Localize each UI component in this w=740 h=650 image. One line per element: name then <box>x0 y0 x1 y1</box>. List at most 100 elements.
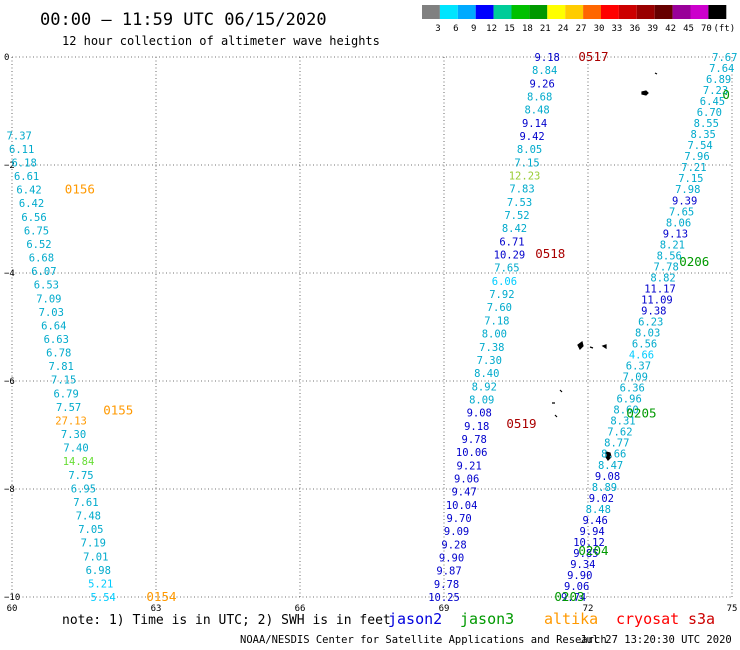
swh-value: 8.40 <box>474 368 499 380</box>
swh-value: 6.89 <box>706 74 731 86</box>
swh-value: 8.68 <box>527 92 552 104</box>
swh-value: 7.48 <box>76 511 101 523</box>
color-swatch <box>583 5 601 19</box>
color-scale-label: 21 <box>540 24 551 34</box>
swh-value: 6.52 <box>26 239 51 251</box>
swh-value: 9.14 <box>522 118 547 130</box>
swh-value: 5.54 <box>91 592 116 604</box>
color-scale-label: 30 <box>594 24 605 34</box>
swh-value: 6.98 <box>86 565 111 577</box>
color-scale-label: (ft) <box>713 24 735 34</box>
swh-value: 6.96 <box>616 394 641 406</box>
swh-value: 27.13 <box>55 415 87 427</box>
swh-value: 8.09 <box>469 394 494 406</box>
swh-value: 7.40 <box>63 443 88 455</box>
swh-value: 8.48 <box>586 504 611 516</box>
swh-value: 7.83 <box>509 184 534 196</box>
swh-value: 6.42 <box>19 198 44 210</box>
x-tick-label: 60 <box>7 604 18 614</box>
swh-value: 6.56 <box>21 212 46 224</box>
color-swatch <box>654 5 673 19</box>
swh-value: 8.47 <box>598 460 623 472</box>
swh-value: 8.89 <box>592 482 617 494</box>
swh-value: 8.82 <box>650 272 675 284</box>
color-scale-label: 3 <box>435 24 440 34</box>
credit-line: NOAA/NESDIS Center for Satellite Applica… <box>240 634 607 646</box>
swh-value: 6.71 <box>499 236 524 248</box>
swh-value: 10.06 <box>456 447 488 459</box>
swh-value: 9.74 <box>561 592 586 604</box>
pass-time-label: 0 <box>722 87 730 102</box>
color-swatch <box>708 5 727 19</box>
island-outlines <box>552 72 658 461</box>
swh-value: 8.21 <box>660 239 685 251</box>
color-scale-label: 39 <box>647 24 658 34</box>
x-tick-label: 66 <box>295 604 306 614</box>
swh-value: 7.09 <box>623 372 648 384</box>
color-swatch <box>422 5 440 19</box>
swh-value: 9.08 <box>595 471 620 483</box>
swh-value: 6.75 <box>24 225 49 237</box>
color-scale-label: 36 <box>629 24 640 34</box>
swh-value: 9.78 <box>462 434 487 446</box>
axis-ticks: 60 63 66 69 72 75 0 −2 −4 −6 −8 −10 <box>4 53 737 614</box>
swh-value: 6.68 <box>29 253 54 265</box>
swh-value: 10.12 <box>573 537 605 549</box>
swh-value: 7.54 <box>687 140 712 152</box>
swh-value: 6.23 <box>638 316 663 328</box>
y-tick-label: −2 <box>4 161 15 171</box>
swh-value: 7.03 <box>39 307 64 319</box>
color-swatch <box>475 5 494 19</box>
mission-legend-s3a: s3a <box>688 610 715 628</box>
swh-value: 7.05 <box>78 524 103 536</box>
swh-value: 14.84 <box>63 456 95 468</box>
swh-value: 6.42 <box>16 185 41 197</box>
color-scale-label: 24 <box>558 24 569 34</box>
swh-value: 7.30 <box>61 429 86 441</box>
swh-value: 8.00 <box>482 329 507 341</box>
swh-value: 6.07 <box>31 266 56 278</box>
swh-value: 4.66 <box>629 350 654 362</box>
swh-value: 6.53 <box>34 280 59 292</box>
color-scale-label: 15 <box>504 24 515 34</box>
swh-value: 9.47 <box>451 487 476 499</box>
swh-value: 10.04 <box>446 500 478 512</box>
color-scale-label: 9 <box>471 24 476 34</box>
swh-value: 7.81 <box>49 361 74 373</box>
swh-value: 9.28 <box>441 539 466 551</box>
pass-time-label: 0517 <box>578 49 608 64</box>
color-scale-label: 45 <box>683 24 694 34</box>
swh-value: 7.23 <box>703 85 728 97</box>
color-swatch <box>511 5 530 19</box>
swh-value: 8.55 <box>694 118 719 130</box>
swh-value: 9.02 <box>589 493 614 505</box>
swh-value: 7.53 <box>507 197 532 209</box>
swh-value: 8.92 <box>472 381 497 393</box>
color-swatch <box>439 5 458 19</box>
swh-value: 9.87 <box>436 566 461 578</box>
swh-value: 7.01 <box>83 551 108 563</box>
color-scale-label: 18 <box>522 24 533 34</box>
pass-time-label: 0519 <box>506 416 536 431</box>
color-swatch <box>601 5 619 19</box>
swh-value: 6.95 <box>71 483 96 495</box>
pass-time-label: 0203 <box>554 589 584 604</box>
pass-time-label: 0206 <box>679 254 709 269</box>
swh-value: 8.56 <box>657 250 682 262</box>
x-tick-label: 72 <box>583 604 594 614</box>
pass-time-label: 0205 <box>626 405 656 420</box>
color-swatch <box>529 5 548 19</box>
swh-value: 9.90 <box>567 570 592 582</box>
swh-value: 8.42 <box>502 223 527 235</box>
swh-value: 11.17 <box>644 283 676 295</box>
color-scale-label: 42 <box>665 24 676 34</box>
swh-value: 9.09 <box>444 526 469 538</box>
swh-value: 7.64 <box>709 63 734 75</box>
color-scale-label: 6 <box>453 24 458 34</box>
y-tick-label: 0 <box>4 53 9 63</box>
swh-value: 9.06 <box>454 473 479 485</box>
swh-value: 7.09 <box>36 293 61 305</box>
x-tick-label: 75 <box>727 604 738 614</box>
color-scale-bar: 3 6 9 12 15 18 21 24 27 30 33 36 39 42 45 70 (ft) <box>422 5 735 34</box>
swh-value: 5.21 <box>88 578 113 590</box>
